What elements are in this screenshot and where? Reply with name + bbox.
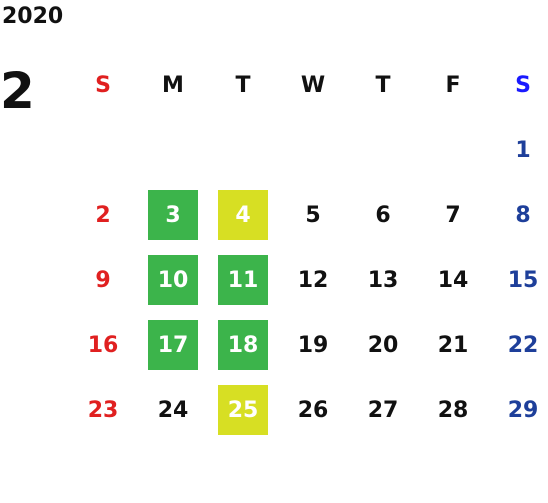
week-row: 9 10 11 12 13 14 15	[68, 255, 548, 305]
day-of-week-monday: M	[162, 72, 184, 98]
day-cell-29[interactable]: 29	[507, 397, 539, 423]
day-cell-17[interactable]: 17	[148, 320, 198, 370]
day-cell-7[interactable]: 7	[445, 202, 461, 228]
calendar-grid: S M T W T F S 1 2 3 4 5 6 7 8 9 10 11 12 13 14 15 16 17 1…	[68, 60, 548, 450]
day-cell-2[interactable]: 2	[95, 202, 111, 228]
day-of-week-friday: F	[445, 72, 461, 98]
day-cell-1[interactable]: 1	[515, 137, 531, 163]
day-of-week-wednesday: W	[300, 72, 326, 98]
day-cell-14[interactable]: 14	[437, 267, 469, 293]
day-cell-5[interactable]: 5	[305, 202, 321, 228]
day-cell-13[interactable]: 13	[367, 267, 399, 293]
day-cell-6[interactable]: 6	[375, 202, 391, 228]
day-cell-20[interactable]: 20	[367, 332, 399, 358]
day-cell-8[interactable]: 8	[515, 202, 531, 228]
day-cell-23[interactable]: 23	[87, 397, 119, 423]
empty-day-cell	[358, 125, 408, 175]
empty-day-cell	[428, 125, 478, 175]
day-cell-16[interactable]: 16	[87, 332, 119, 358]
week-row: 1	[68, 125, 548, 175]
day-cell-12[interactable]: 12	[297, 267, 329, 293]
day-cell-4[interactable]: 4	[218, 190, 268, 240]
empty-day-cell	[288, 125, 338, 175]
day-cell-9[interactable]: 9	[95, 267, 111, 293]
day-cell-27[interactable]: 27	[367, 397, 399, 423]
day-of-week-saturday: S	[515, 72, 531, 98]
day-of-week-thursday: T	[375, 72, 391, 98]
week-row: 23 24 25 26 27 28 29	[68, 385, 548, 435]
day-cell-24[interactable]: 24	[157, 397, 189, 423]
week-row: 16 17 18 19 20 21 22	[68, 320, 548, 370]
day-cell-26[interactable]: 26	[297, 397, 329, 423]
day-cell-10[interactable]: 10	[148, 255, 198, 305]
calendar-year: 2020	[2, 4, 64, 29]
day-cell-25[interactable]: 25	[218, 385, 268, 435]
calendar-month: 2	[0, 62, 35, 120]
day-of-week-sunday: S	[95, 72, 111, 98]
day-cell-28[interactable]: 28	[437, 397, 469, 423]
day-cell-11[interactable]: 11	[218, 255, 268, 305]
day-of-week-header: S M T W T F S	[68, 60, 548, 110]
day-cell-22[interactable]: 22	[507, 332, 539, 358]
day-cell-3[interactable]: 3	[148, 190, 198, 240]
day-cell-21[interactable]: 21	[437, 332, 469, 358]
day-cell-19[interactable]: 19	[297, 332, 329, 358]
empty-day-cell	[218, 125, 268, 175]
empty-day-cell	[78, 125, 128, 175]
empty-day-cell	[148, 125, 198, 175]
day-of-week-tuesday: T	[235, 72, 251, 98]
day-cell-15[interactable]: 15	[507, 267, 539, 293]
day-cell-18[interactable]: 18	[218, 320, 268, 370]
